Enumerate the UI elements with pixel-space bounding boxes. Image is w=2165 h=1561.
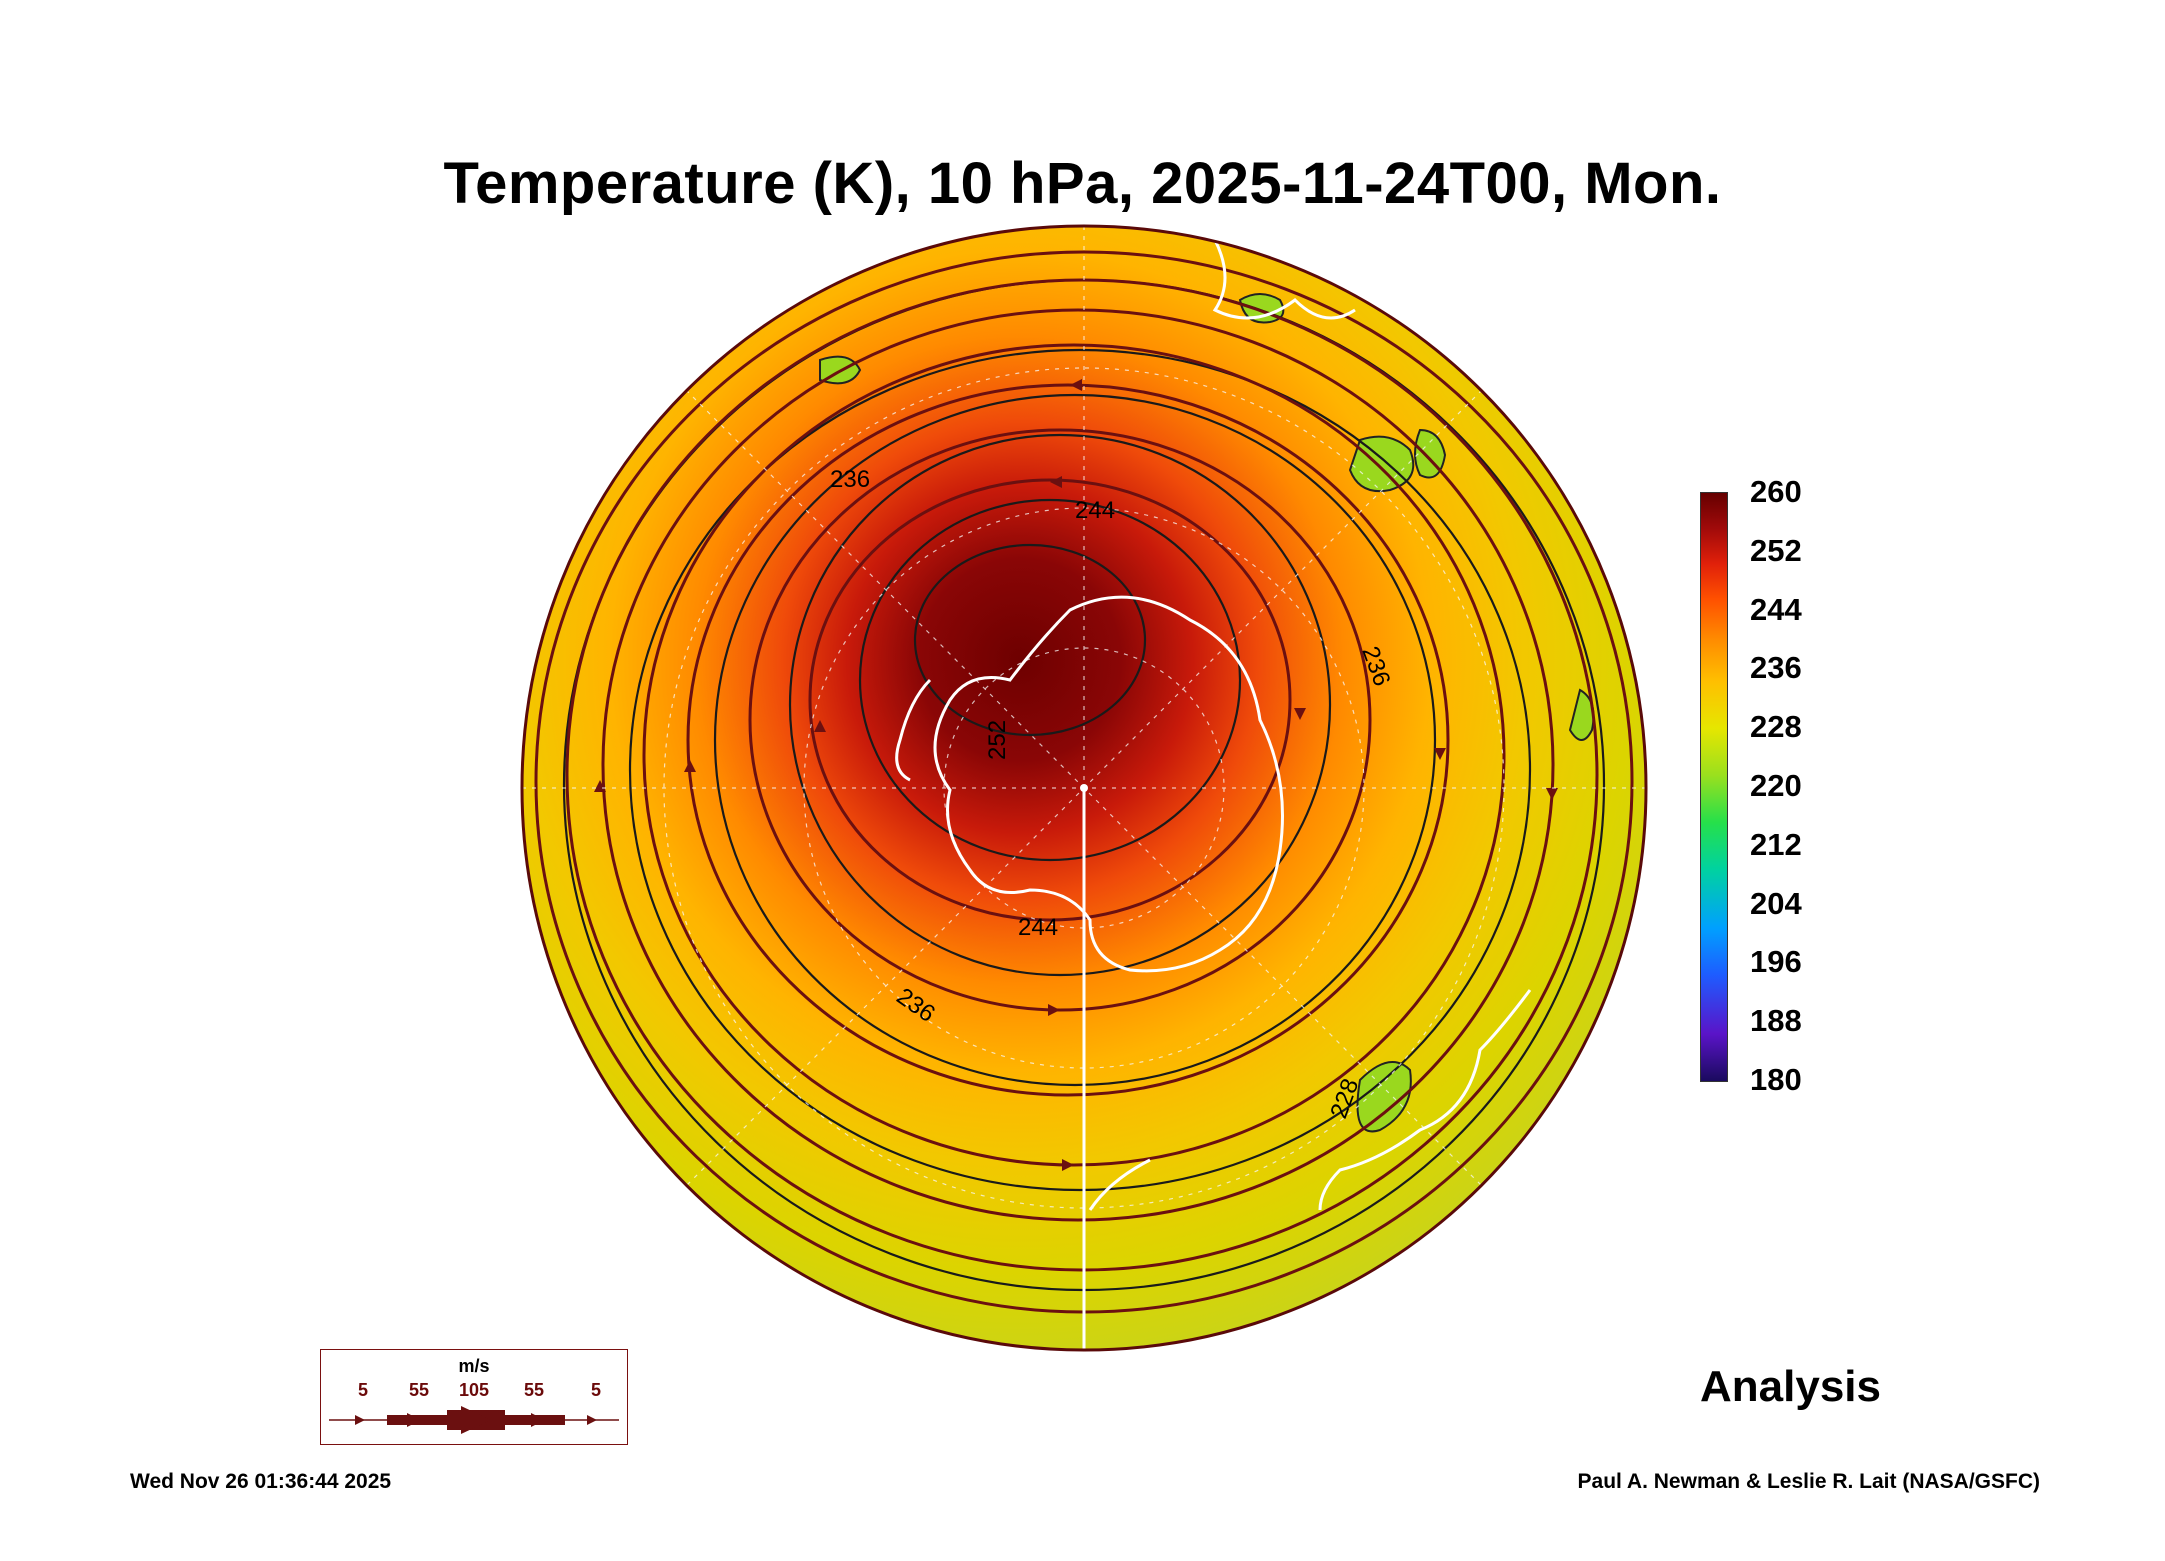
contour-label: 244 — [1075, 497, 1115, 524]
contour-label: 252 — [984, 720, 1011, 760]
colorbar — [1700, 492, 1728, 1082]
colorbar-tick-label: 244 — [1750, 592, 1802, 627]
generation-timestamp: Wed Nov 26 01:36:44 2025 — [130, 1470, 392, 1493]
wind-unit-label: m/s — [458, 1356, 490, 1376]
colorbar-tick-label: 212 — [1750, 827, 1802, 862]
contour-label: 244 — [1018, 914, 1058, 941]
colorbar-tick-label: 220 — [1750, 768, 1802, 803]
wind-legend-arrow — [329, 1406, 619, 1434]
colorbar-tick-label: 228 — [1750, 709, 1802, 744]
colorbar-tick-label: 188 — [1750, 1003, 1802, 1038]
contour-label: 236 — [830, 466, 870, 493]
colorbar-tick-label: 252 — [1750, 533, 1802, 568]
colorbar-tick-label: 180 — [1750, 1062, 1802, 1097]
credit-line: Paul A. Newman & Leslie R. Lait (NASA/GS… — [1577, 1470, 2040, 1493]
colorbar-tick-label: 204 — [1750, 886, 1802, 921]
wind-legend-value: 105 — [458, 1380, 490, 1400]
streamline-arrows — [594, 379, 1558, 1171]
wind-legend-value: 55 — [408, 1380, 430, 1400]
wind-legend-value: 55 — [523, 1380, 545, 1400]
colorbar-tick-label: 260 — [1750, 474, 1802, 509]
wind-legend-value: 5 — [590, 1380, 602, 1400]
map-border — [520, 224, 1648, 1352]
pole-marker — [1080, 784, 1088, 792]
colorbar-tick-label: 196 — [1750, 944, 1802, 979]
colorbar-tick-label: 236 — [1750, 650, 1802, 685]
cool-patches — [819, 293, 1595, 1133]
temperature-contours — [562, 278, 1606, 1292]
analysis-label: Analysis — [1700, 1362, 1881, 1411]
colorbar-gradient — [1700, 492, 1728, 1082]
wind-legend-value: 5 — [357, 1380, 369, 1400]
wind-speed-legend: m/s 5 55 105 55 5 — [320, 1349, 628, 1445]
page-title: Temperature (K), 10 hPa, 2025-11-24T00, … — [443, 151, 1722, 216]
